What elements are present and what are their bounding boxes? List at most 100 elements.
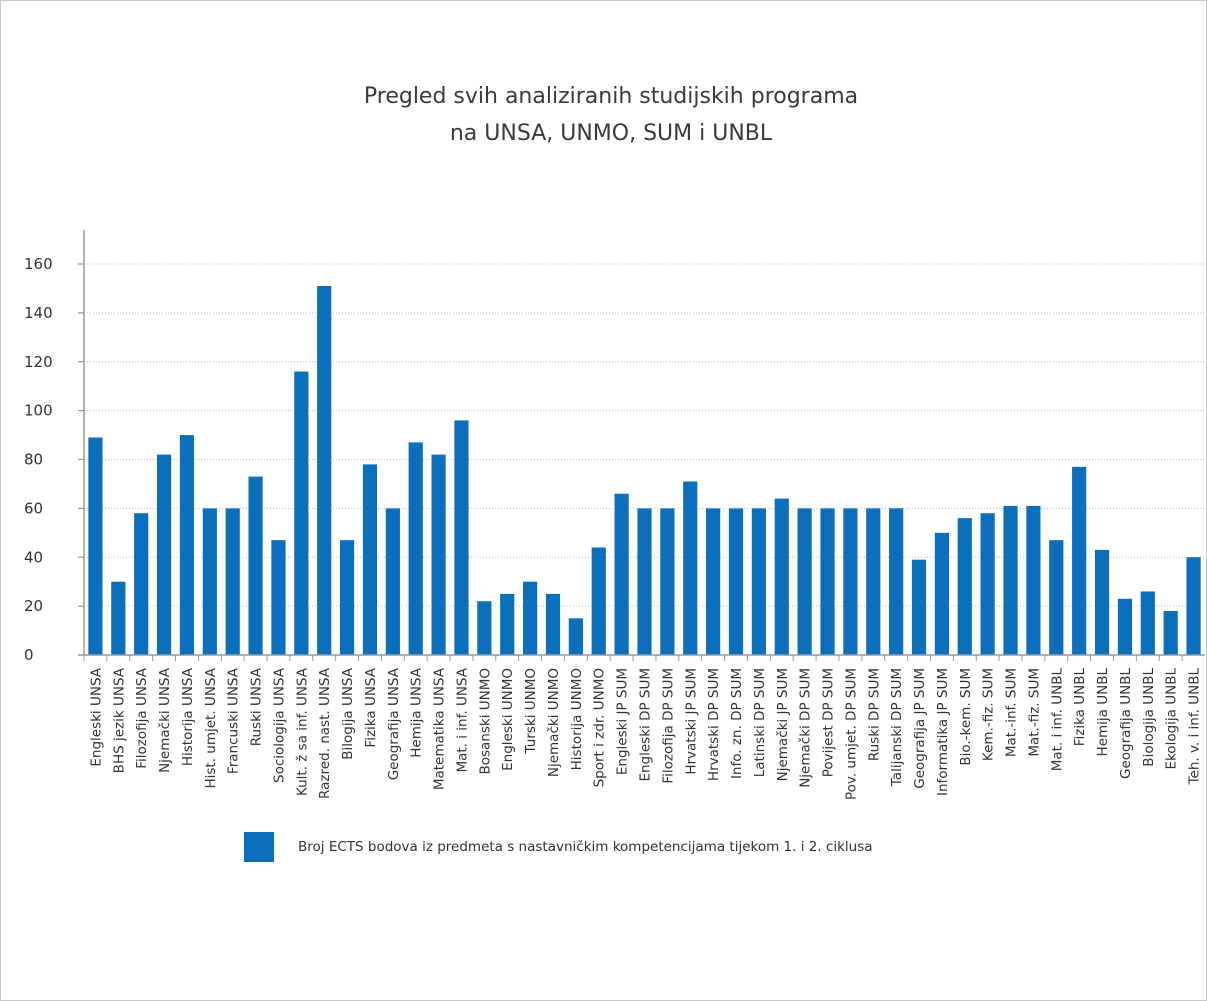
- x-tick-label: Geografija UNBL: [1118, 668, 1134, 779]
- x-tick-label: Turski UNMO: [523, 668, 539, 754]
- x-tick-label: Hist. umjet. UNSA: [203, 667, 219, 788]
- bar: [934, 532, 950, 655]
- bar: [111, 581, 126, 655]
- x-tick-label: Njemački JP SUM: [775, 668, 791, 781]
- bar: [1117, 598, 1133, 655]
- y-tick-label: 80: [24, 451, 43, 469]
- x-tick-label: Geografija UNSA: [386, 667, 402, 780]
- bar: [614, 493, 629, 655]
- x-tick-label: Hrvatski JP SUM: [683, 668, 699, 775]
- x-tick-label: Filozofija DP SUM: [660, 668, 676, 784]
- x-tick-label: Teh. v. i inf. UNBL: [1187, 668, 1203, 786]
- legend-swatch: [244, 832, 274, 862]
- x-tick-label: Mat.-inf. SUM: [1004, 668, 1020, 757]
- x-tick-label: Ekologija UNBL: [1164, 668, 1180, 770]
- bar: [500, 593, 515, 655]
- chart-title-line-2: na UNSA, UNMO, SUM i UNBL: [449, 121, 773, 146]
- y-tick-label: 20: [24, 597, 43, 615]
- bar: [683, 481, 698, 655]
- legend: Broj ECTS bodova iz predmeta s nastavnič…: [244, 832, 873, 862]
- x-tick-label: Kem.-fiz. SUM: [981, 668, 997, 761]
- x-tick-label: BHS jezik UNSA: [111, 667, 127, 773]
- bar: [1026, 505, 1041, 655]
- bar: [591, 547, 606, 655]
- x-tick-label: Historija UNSA: [180, 667, 196, 766]
- bar: [454, 420, 469, 655]
- x-tick-label: Bilogija UNSA: [340, 667, 356, 759]
- bar: [179, 435, 195, 655]
- x-tick-label: Sport i zdr. UNMO: [592, 668, 608, 787]
- x-tick-label: Mat. i inf. UNBL: [1049, 668, 1065, 772]
- bar: [889, 508, 904, 655]
- x-tick-label: Ruski UNSA: [249, 667, 265, 746]
- bar: [706, 508, 721, 655]
- bar: [294, 371, 309, 655]
- bar: [431, 454, 446, 655]
- bar: [637, 508, 652, 655]
- bar: [156, 454, 172, 655]
- x-tick-label: Historija UNMO: [569, 668, 585, 770]
- x-tick-label: Fizika UNBL: [1072, 668, 1088, 747]
- bar: [225, 508, 240, 655]
- chart-title: Pregled svih analiziranih studijskih pro…: [0, 78, 1207, 152]
- x-tick-label: Njemački UNSA: [157, 667, 173, 773]
- bar: [660, 508, 675, 655]
- bar: [248, 476, 263, 655]
- bar: [523, 581, 538, 655]
- bar: [866, 508, 881, 655]
- bars: [88, 285, 1201, 655]
- bar: [774, 498, 789, 655]
- x-tick-label: Informatika JP SUM: [935, 668, 951, 796]
- x-tick-labels: Engleski UNSA BHS jezik UNSA Filozofija UN…: [88, 667, 1202, 800]
- y-tick-label: 100: [24, 402, 53, 420]
- x-tick-label: Francuski UNSA: [226, 667, 242, 774]
- bar: [545, 593, 561, 655]
- legend-label: Broj ECTS bodova iz predmeta s nastavnič…: [298, 839, 873, 855]
- y-tick-label: 60: [24, 499, 43, 517]
- bar: [1003, 505, 1018, 655]
- bar: [820, 508, 835, 655]
- bar: [362, 464, 378, 655]
- x-tick-label: Geografija JP SUM: [912, 668, 928, 789]
- bar: [1140, 591, 1155, 655]
- x-tick-label: Hemija UNSA: [409, 667, 425, 757]
- bar: [911, 559, 927, 655]
- x-tick-label: Hemija UNBL: [1095, 668, 1111, 757]
- x-tick-label: Engleski UNMO: [500, 668, 516, 771]
- y-tick-label: 160: [24, 255, 53, 273]
- x-tick-label: Latinski DP SUM: [752, 668, 768, 777]
- x-tick-label: Njemački DP SUM: [798, 668, 814, 788]
- bar: [408, 442, 423, 655]
- bar: [385, 508, 400, 655]
- bar: [1186, 557, 1201, 655]
- x-tick-label: Matematika UNSA: [432, 667, 448, 790]
- x-tick-label: Bosanski UNMO: [477, 668, 493, 775]
- bar: [1049, 540, 1064, 655]
- bar: [88, 437, 103, 655]
- gridlines: [84, 263, 1205, 607]
- bar: [568, 618, 583, 655]
- x-tick-label: Razred. nast. UNSA: [317, 667, 333, 799]
- y-tick-label: 120: [24, 353, 53, 371]
- axes: [78, 230, 1205, 661]
- bar: [957, 518, 972, 655]
- x-tick-label: Ruski DP SUM: [866, 668, 882, 761]
- x-tick-label: Engleski JP SUM: [615, 668, 631, 775]
- bar: [843, 508, 858, 655]
- y-tick-labels: 0 20 40 60 80 100 120 140 160: [24, 255, 53, 664]
- y-tick-label: 40: [24, 548, 43, 566]
- bar: [271, 540, 286, 655]
- bar: [797, 508, 812, 655]
- bar: [1094, 549, 1110, 655]
- bar: [202, 508, 217, 655]
- x-tick-label: Pov. umjet. DP SUM: [843, 668, 859, 800]
- bar: [1163, 611, 1178, 655]
- x-tick-label: Sociologija UNSA: [271, 667, 287, 783]
- chart-title-line-1: Pregled svih analiziranih studijskih pro…: [363, 84, 859, 109]
- x-tick-label: Njemački UNMO: [546, 668, 562, 777]
- x-tick-label: Hrvatski DP SUM: [706, 668, 722, 781]
- bar: [1072, 466, 1087, 655]
- bar: [134, 513, 149, 655]
- x-tick-label: Engleski UNSA: [88, 667, 104, 766]
